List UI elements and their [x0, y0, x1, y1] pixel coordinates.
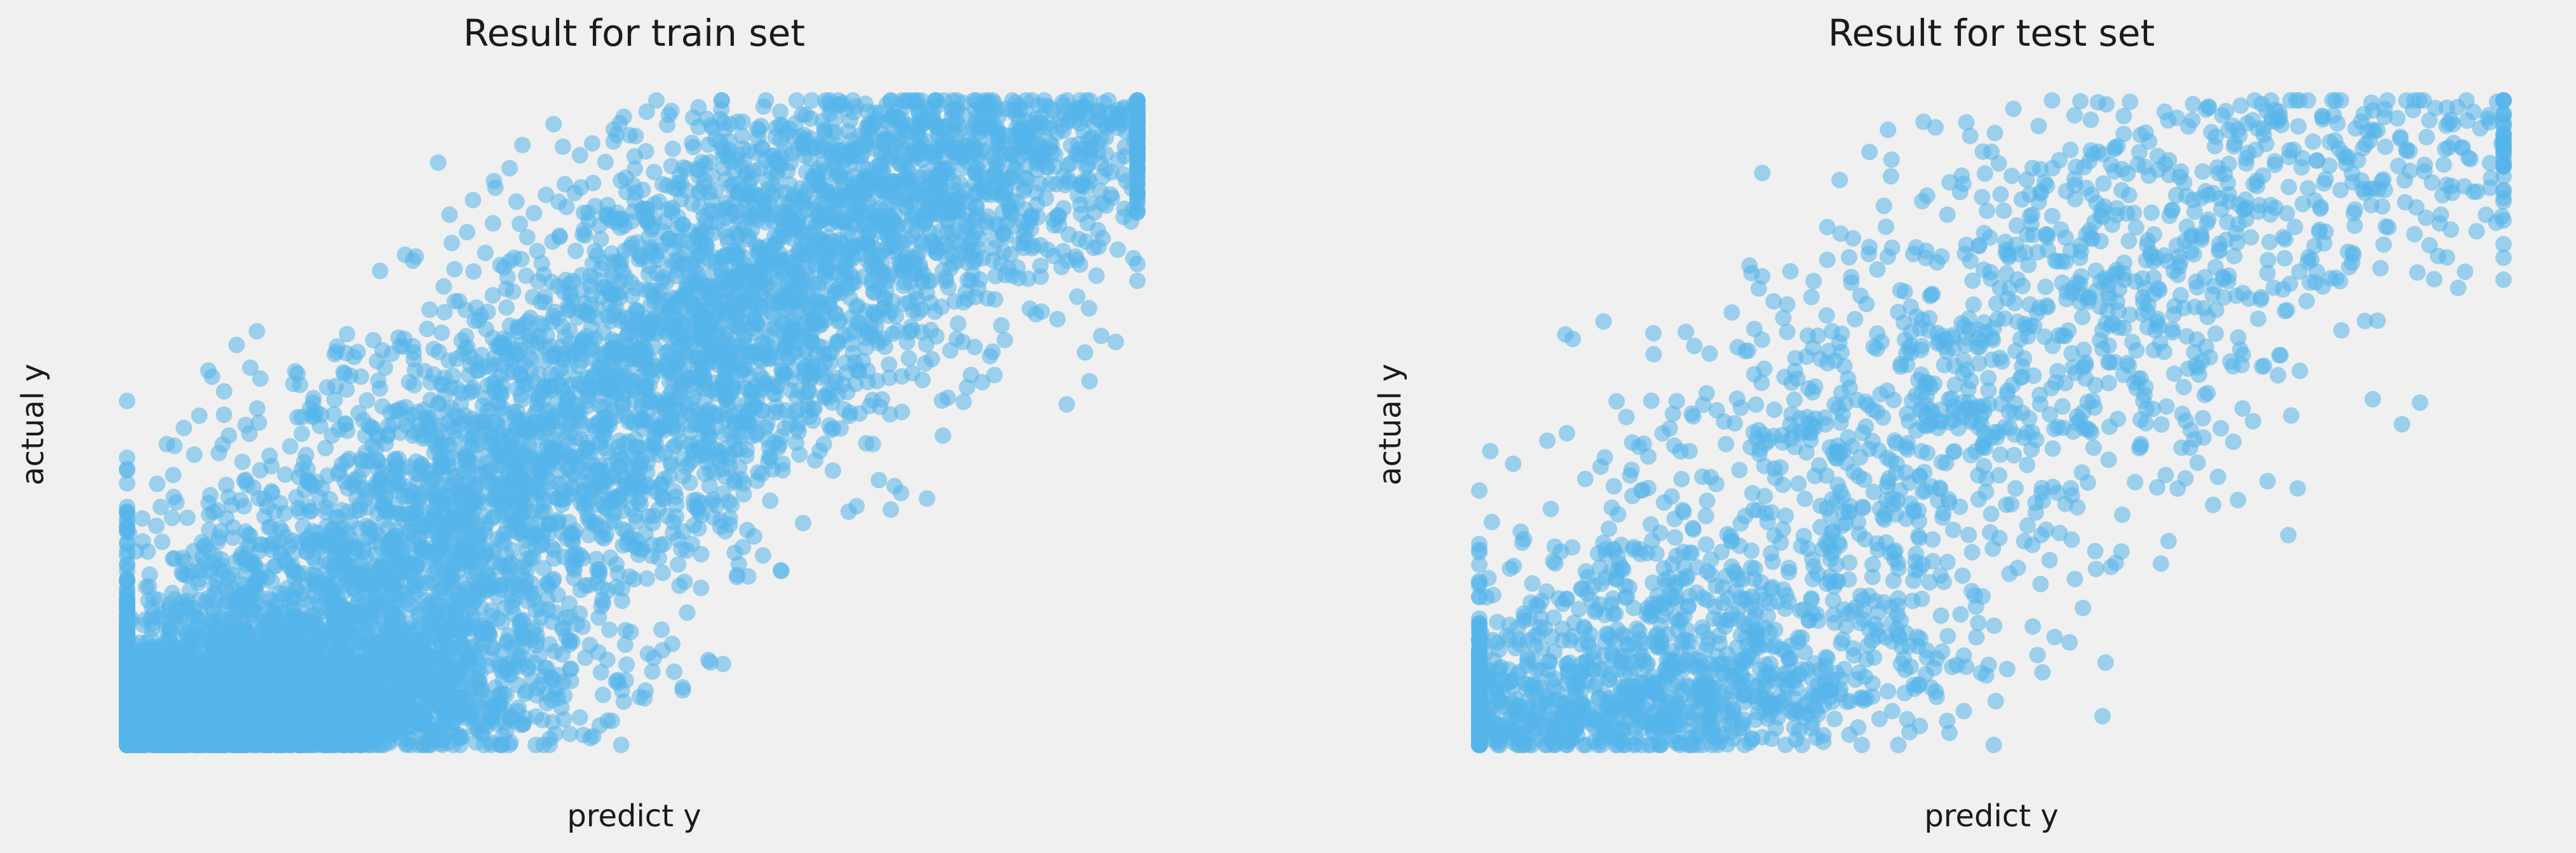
- train-y-axis-label: actual y: [15, 364, 51, 485]
- scatter-point: [215, 383, 233, 400]
- scatter-point: [597, 153, 614, 170]
- scatter-point: [335, 364, 352, 381]
- train-x-axis-label: predict y: [567, 798, 701, 834]
- scatter-point: [419, 320, 436, 338]
- scatter-point: [501, 160, 518, 177]
- scatter-point: [425, 341, 442, 358]
- scatter-point: [986, 367, 1003, 384]
- scatter-point: [773, 563, 790, 580]
- scatter-point: [465, 263, 482, 280]
- scatter-point: [433, 324, 451, 341]
- scatter-point: [667, 508, 684, 525]
- scatter-point: [1080, 300, 1097, 317]
- scatter-point: [512, 215, 529, 233]
- scatter-point: [824, 462, 841, 479]
- scatter-point: [215, 406, 233, 423]
- scatter-point: [248, 323, 266, 340]
- scatter-point: [571, 147, 588, 164]
- scatter-point: [1032, 268, 1049, 285]
- scatter-point: [446, 261, 463, 278]
- scatter-point: [871, 472, 888, 489]
- scatter-point: [1093, 327, 1110, 345]
- scatter-point: [149, 475, 166, 493]
- scatter-point: [304, 408, 322, 425]
- scatter-point: [228, 336, 245, 353]
- scatter-point: [484, 215, 501, 232]
- scatter-point: [571, 709, 588, 726]
- scatter-point: [973, 374, 991, 391]
- scatter-point: [788, 92, 805, 109]
- train-point-group: [119, 92, 1146, 753]
- scatter-point: [498, 299, 515, 316]
- scatter-point: [791, 446, 808, 463]
- scatter-point: [959, 379, 975, 396]
- scatter-point: [1049, 311, 1066, 328]
- scatter-point: [525, 205, 543, 222]
- scatter-point: [933, 392, 951, 409]
- scatter-point: [119, 557, 135, 574]
- scatter-point: [168, 494, 185, 511]
- scatter-point: [339, 325, 356, 343]
- scatter-point: [1076, 344, 1094, 361]
- scatter-point: [883, 501, 899, 518]
- scatter-point: [372, 263, 389, 280]
- scatter-point: [444, 235, 460, 252]
- scatter-point: [935, 427, 951, 444]
- scatter-point: [163, 509, 180, 526]
- scatter-point: [848, 299, 865, 316]
- scatter-point: [421, 301, 438, 318]
- scatter-point: [202, 487, 219, 503]
- scatter-point: [1107, 334, 1124, 350]
- scatter-point: [1109, 241, 1127, 258]
- scatter-point: [693, 580, 710, 596]
- scatter-point: [248, 400, 266, 417]
- scatter-point: [134, 510, 151, 527]
- scatter-point: [370, 372, 387, 389]
- scatter-point: [1058, 396, 1075, 413]
- train-chart: Result for train set predict y actual y: [15, 11, 1146, 834]
- scatter-point: [514, 137, 531, 154]
- scatter-point: [294, 425, 310, 442]
- scatter-point: [220, 427, 238, 444]
- scatter-point: [1046, 217, 1062, 234]
- scatter-point: [1129, 272, 1146, 289]
- scatter-point: [538, 186, 555, 203]
- train-chart-title: Result for train set: [463, 11, 805, 55]
- scatter-point: [918, 490, 935, 507]
- scatter-point: [585, 174, 602, 191]
- scatter-point: [561, 725, 578, 742]
- scatter-point: [714, 655, 731, 672]
- scatter-point: [200, 362, 217, 379]
- scatter-point: [541, 730, 559, 747]
- scatter-point: [893, 404, 911, 421]
- scatter-point: [700, 652, 717, 669]
- scatter-point: [441, 206, 458, 223]
- scatter-point: [487, 179, 504, 196]
- scatter-point: [459, 224, 476, 241]
- scatter-point: [664, 140, 681, 158]
- scatter-point: [154, 533, 171, 550]
